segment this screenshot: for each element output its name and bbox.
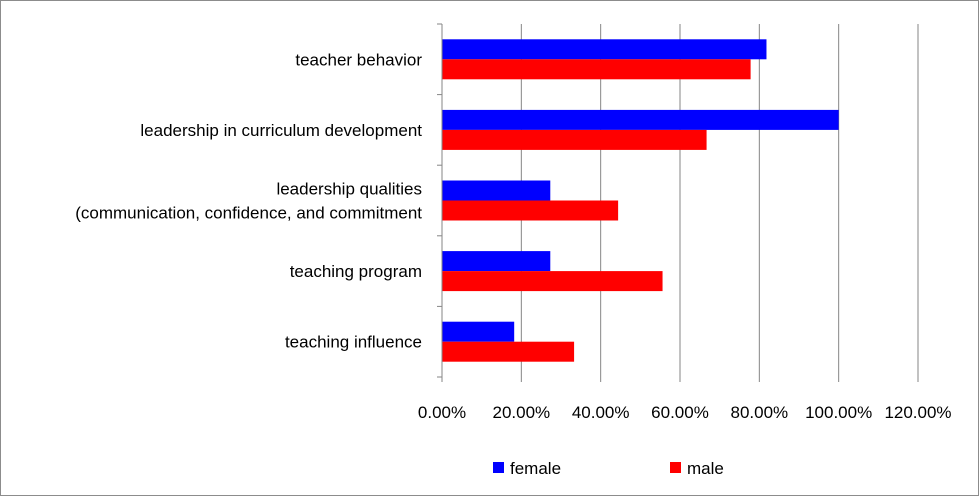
legend-label-female: female (510, 459, 561, 478)
legend-label-male: male (687, 459, 724, 478)
category-label: leadership qualities (276, 180, 422, 199)
bar-male-4 (442, 341, 575, 362)
bar-female-3 (442, 251, 551, 272)
bar-female-4 (442, 321, 515, 342)
legend-swatch-female (493, 462, 504, 473)
bar-male-0 (442, 59, 751, 80)
category-label: teacher behavior (295, 50, 422, 69)
x-tick-label: 0.00% (418, 403, 466, 422)
category-label: teaching program (290, 262, 422, 281)
x-tick-label: 100.00% (805, 403, 872, 422)
axes (437, 23, 919, 382)
bar-male-2 (442, 200, 619, 221)
category-label: (communication, confidence, and commitme… (75, 204, 422, 223)
bar-female-0 (442, 39, 767, 60)
category-label: leadership in curriculum development (140, 121, 422, 140)
x-tick-label: 80.00% (730, 403, 788, 422)
bar-male-3 (442, 271, 663, 292)
x-tick-labels: 0.00% 20.00% 40.00% 60.00% 80.00% 100.00% 120.… (418, 403, 952, 422)
x-tick-label: 40.00% (572, 403, 630, 422)
legend: female male (493, 459, 724, 478)
category-label: teaching influence (285, 333, 422, 352)
grid-lines (520, 24, 919, 377)
bar-male-1 (442, 129, 707, 150)
bar-female-2 (442, 180, 551, 201)
x-tick-label: 60.00% (651, 403, 709, 422)
legend-swatch-male (670, 462, 681, 473)
bar-female-1 (442, 109, 839, 130)
category-labels: teacher behavior leadership in curriculum… (75, 50, 422, 351)
bars (442, 39, 839, 362)
x-tick-label: 120.00% (884, 403, 951, 422)
x-tick-label: 20.00% (492, 403, 550, 422)
